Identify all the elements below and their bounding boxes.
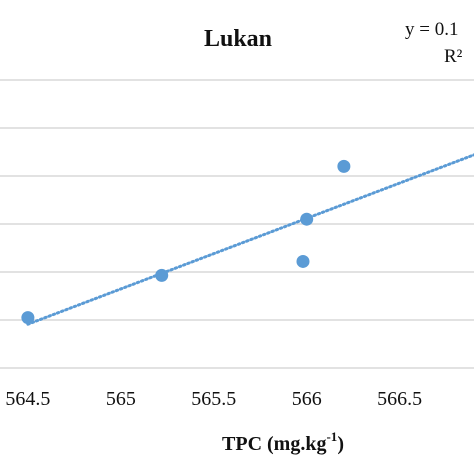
points-layer bbox=[21, 160, 350, 324]
x-tick-labels: 564.5 565 565.5 566 566.5 bbox=[5, 388, 422, 410]
data-point bbox=[300, 213, 313, 226]
trendline-equation: y = 0.1 bbox=[405, 19, 458, 40]
x-tick-label: 566 bbox=[292, 388, 322, 410]
trendline bbox=[28, 155, 474, 324]
trendline-r2: R² bbox=[444, 46, 463, 67]
gridlines bbox=[0, 80, 474, 320]
x-tick-label: 566.5 bbox=[377, 388, 422, 410]
x-axis-title-suffix: ) bbox=[337, 433, 344, 455]
x-axis-title: TPC (mg.kg-1) bbox=[222, 429, 344, 455]
data-point bbox=[337, 160, 350, 173]
x-axis-title-main: TPC (mg.kg bbox=[222, 433, 326, 455]
x-tick-label: 564.5 bbox=[5, 388, 50, 410]
data-point bbox=[296, 255, 309, 268]
chart-title: Lukan bbox=[204, 26, 272, 52]
data-point bbox=[155, 269, 168, 282]
x-tick-label: 565 bbox=[106, 388, 136, 410]
trendline-layer bbox=[28, 155, 474, 324]
data-point bbox=[21, 311, 34, 324]
x-tick-label: 565.5 bbox=[191, 388, 236, 410]
x-axis-title-superscript: -1 bbox=[326, 429, 337, 444]
